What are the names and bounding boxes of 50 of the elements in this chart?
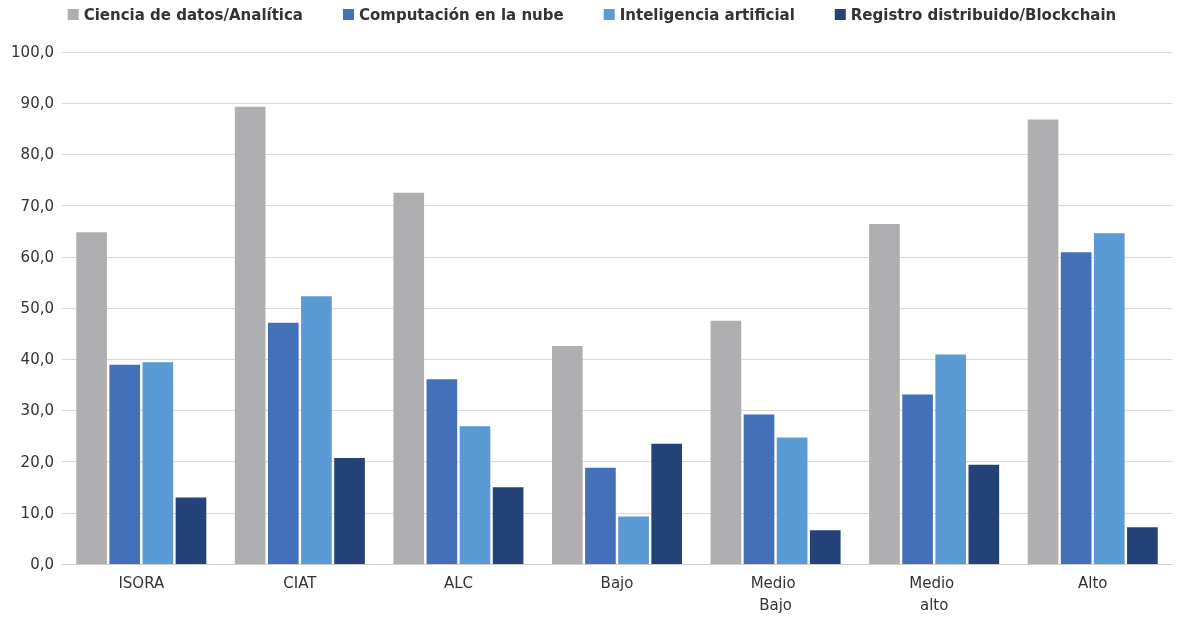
y-tick-label: 60,0: [20, 247, 54, 266]
bar: [1093, 233, 1125, 564]
x-tick-label: Alto: [1077, 574, 1108, 592]
x-tick-label: Bajo: [600, 574, 634, 592]
bar: [459, 426, 491, 564]
bar: [869, 224, 900, 564]
bar: [1060, 252, 1092, 564]
x-tick-label: Medio alto: [909, 574, 960, 614]
y-tick-label: 90,0: [20, 94, 54, 113]
bar: [175, 497, 207, 564]
bar: [935, 354, 967, 564]
y-tick-label: 80,0: [20, 145, 54, 164]
bar: [109, 364, 141, 564]
bar: [776, 437, 808, 564]
x-tick-label: CIAT: [283, 574, 318, 592]
bar: [426, 379, 458, 564]
bar: [301, 296, 332, 564]
y-tick-label: 10,0: [20, 503, 54, 522]
legend-label: Computación en la nube: [358, 5, 564, 24]
bar: [585, 467, 616, 564]
y-tick-label: 70,0: [20, 196, 54, 215]
bar: [710, 320, 742, 564]
bar: [267, 322, 299, 564]
bar: [142, 362, 174, 564]
legend-label: Registro distribuido/Blockchain: [850, 5, 1117, 24]
y-tick-label: 0,0: [30, 555, 54, 573]
bar: [76, 232, 107, 564]
x-tick-label: ALC: [443, 574, 473, 592]
y-tick-label: 40,0: [20, 350, 54, 369]
legend-label: Inteligencia artificial: [619, 5, 795, 24]
bar: [334, 458, 365, 564]
x-tick-label: Medio Bajo: [750, 574, 801, 614]
bar: [902, 394, 933, 564]
bar: [234, 106, 266, 564]
bar: [743, 414, 775, 564]
x-tick-label: ISORA: [118, 574, 165, 592]
bar: [651, 443, 683, 564]
bar: [1127, 527, 1158, 564]
bar: [492, 487, 524, 564]
bar: [968, 464, 1000, 564]
bar: [551, 345, 583, 564]
y-tick-label: 30,0: [20, 401, 54, 420]
bar: [809, 530, 841, 564]
y-tick-label: 20,0: [20, 452, 54, 471]
bar: [618, 516, 649, 564]
legend-label: Ciencia de datos/Analítica: [83, 5, 303, 24]
y-tick-label: 100,0: [11, 43, 54, 61]
y-tick-label: 50,0: [20, 299, 54, 317]
bar: [1027, 119, 1059, 564]
bar: [393, 192, 425, 564]
